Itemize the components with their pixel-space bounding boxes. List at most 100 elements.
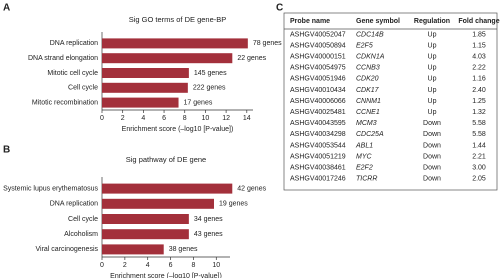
table-cell: 5.58 (472, 131, 486, 138)
table-cell: Down (423, 176, 441, 183)
bar (102, 68, 189, 78)
bar-annotation: 42 genes (237, 185, 266, 192)
bar-annotation: 34 genes (194, 216, 223, 223)
panel-label: B (3, 145, 10, 156)
table-cell: ASHGV40043595 (290, 120, 346, 127)
category-label: Systemic lupus erythematosus (3, 185, 98, 192)
bar (102, 82, 188, 93)
x-tick-label: 6 (162, 115, 166, 122)
table-cell: E2F2 (356, 165, 373, 172)
category-label: Viral carcinogenesis (35, 246, 98, 253)
table-cell: Up (428, 98, 437, 105)
table-cell: Down (423, 131, 441, 138)
bar (102, 198, 214, 209)
table-cell: 5.58 (472, 120, 486, 127)
table-cell: Down (423, 165, 441, 172)
bar-annotation: 17 genes (184, 99, 213, 106)
table-cell: CDK20 (356, 76, 379, 83)
bar (102, 38, 248, 49)
table-cell: 1.16 (472, 76, 486, 83)
x-axis-label: Enrichment score (–log10 [P-value]) (122, 126, 234, 133)
table-cell: CDK17 (356, 87, 380, 94)
table-cell: 2.40 (472, 87, 486, 94)
table-cell: Up (428, 54, 437, 61)
x-tick-label: 0 (100, 262, 104, 269)
table-cell: E2F5 (356, 42, 373, 49)
table-cell: ASHGV40010434 (290, 87, 346, 94)
table-cell: ASHGV40051219 (290, 153, 346, 160)
table-cell: 1.85 (472, 31, 486, 38)
table-cell: CDC14B (356, 31, 384, 38)
table-cell: ASHGV40034298 (290, 131, 346, 138)
table-cell: ASHGV40051946 (290, 76, 346, 83)
x-tick-label: 6 (169, 262, 173, 269)
table-cell: 3.00 (472, 165, 486, 172)
bar (102, 229, 189, 240)
table-cell: Up (428, 65, 437, 72)
x-tick-label: 12 (222, 115, 230, 122)
x-tick-label: 10 (202, 115, 210, 122)
x-tick-label: 2 (123, 262, 127, 269)
bar (102, 214, 189, 224)
x-tick-label: 8 (191, 262, 195, 269)
table-cell: Up (428, 76, 437, 83)
x-tick-label: 0 (100, 115, 104, 122)
bar (102, 97, 179, 108)
table-cell: ASHGV40053544 (290, 142, 346, 149)
table-cell: TICRR (356, 176, 377, 183)
table-cell: ABL1 (355, 142, 373, 149)
category-label: DNA replication (50, 40, 98, 47)
table-border (283, 12, 498, 191)
x-tick-label: 4 (141, 115, 145, 122)
table-cell: Up (428, 31, 437, 38)
table-cell: ASHGV40000151 (290, 54, 346, 61)
chart-title: Sig GO terms of DE gene-BP (129, 15, 227, 24)
table-cell: ASHGV40006066 (290, 98, 346, 105)
table-header: Probe name (290, 18, 330, 25)
x-tick-label: 10 (212, 262, 220, 269)
category-label: Cell cycle (68, 216, 98, 223)
category-label: DNA strand elongation (28, 55, 98, 62)
x-tick-label: 4 (146, 262, 150, 269)
table-cell: CCNE1 (356, 109, 380, 116)
bar-annotation: 43 genes (194, 231, 223, 238)
bar (102, 53, 233, 64)
category-label: Alcoholism (64, 231, 98, 238)
table-cell: CNNM1 (356, 98, 381, 105)
x-tick-label: 8 (183, 115, 187, 122)
table-cell: Up (428, 42, 437, 49)
table-cell: 2.21 (472, 153, 486, 160)
panel-label: C (276, 3, 283, 14)
x-axis-label: Enrichment score (–log10 [P-value]) (110, 273, 222, 278)
table-cell: ASHGV40025481 (290, 109, 346, 116)
bar-annotation: 22 genes (237, 55, 266, 62)
chart-title: Sig pathway of DE gene (126, 155, 206, 164)
category-label: Mitotic recombination (32, 99, 98, 106)
table-cell: 2.05 (472, 176, 486, 183)
table-cell: ASHGV40054975 (290, 65, 346, 72)
table-cell: 1.15 (472, 42, 486, 49)
table-cell: 4.03 (472, 54, 486, 61)
table-header: Gene symbol (356, 18, 400, 25)
table-cell: ASHGV40038461 (290, 165, 346, 172)
table-cell: MCM3 (356, 120, 377, 127)
table-cell: MYC (356, 153, 373, 160)
bar (102, 183, 233, 194)
x-tick-label: 14 (243, 115, 251, 122)
bar-annotation: 145 genes (194, 70, 227, 77)
category-label: Cell cycle (68, 85, 98, 92)
table-header: Fold change (458, 18, 499, 25)
table-cell: CCNB3 (356, 65, 380, 72)
table-cell: 2.22 (472, 65, 486, 72)
table-cell: ASHGV40052047 (290, 31, 346, 38)
table-cell: CDC25A (356, 131, 384, 138)
table-cell: ASHGV40050894 (290, 42, 346, 49)
table-cell: 1.44 (472, 142, 486, 149)
category-label: DNA replication (50, 201, 98, 208)
table-cell: ASHGV40017246 (290, 176, 346, 183)
table-cell: CDKN1A (356, 54, 385, 61)
table-cell: Down (423, 120, 441, 127)
table-cell: Down (423, 153, 441, 160)
table-cell: Up (428, 109, 437, 116)
